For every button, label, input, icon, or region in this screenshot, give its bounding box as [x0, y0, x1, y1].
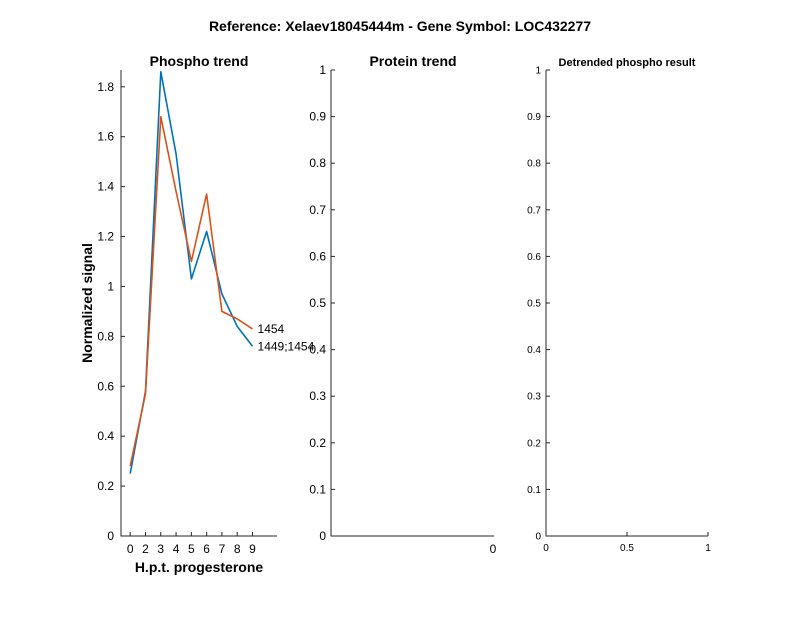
protein-y-tick-label: 0.2 — [309, 436, 326, 450]
protein-y-tick-label: 0 — [319, 529, 326, 543]
phospho-y-tick-label: 1.6 — [97, 130, 114, 144]
detrended-y-tick-label: 0.2 — [527, 438, 541, 449]
phospho-y-tick-label: 0 — [107, 529, 114, 543]
protein-y-tick-label: 0.8 — [309, 156, 326, 170]
phospho-x-tick-label: 3 — [157, 542, 164, 556]
detrended-y-tick-label: 0.4 — [527, 345, 541, 356]
protein-y-ticks: 0 0.1 0.2 0.3 0.4 0.5 0.6 0.7 0.8 0.9 1 — [309, 63, 335, 543]
protein-trend-axes — [330, 70, 494, 537]
phospho-series-lines — [129, 71, 254, 474]
protein-y-tick-label: 0.9 — [309, 110, 326, 124]
detrended-phospho-panel: Detrended phospho result 0 0.1 0.2 0.3 0.4 0.… — [527, 57, 711, 554]
phospho-y-tick-label: 0.2 — [97, 479, 114, 493]
phospho-x-tick-label: 9 — [249, 542, 256, 556]
detrended-phospho-axes — [545, 70, 708, 537]
phospho-x-tick-label: 8 — [234, 542, 241, 556]
detrended-y-tick-label: 1 — [535, 66, 541, 77]
phospho-series-line-2 — [129, 115, 253, 467]
protein-y-tick-label: 0.3 — [309, 389, 326, 403]
protein-y-tick-label: 0.4 — [309, 343, 326, 357]
detrended-y-tick-label: 0.7 — [527, 205, 541, 216]
phospho-series-label-2: 1454 — [258, 322, 285, 336]
phospho-y-tick-label: 1.4 — [97, 180, 114, 194]
detrended-y-tick-label: 0.5 — [527, 299, 541, 310]
detrended-y-tick-label: 0.8 — [527, 159, 541, 170]
figure-suptitle: Reference: Xelaev18045444m - Gene Symbol… — [209, 18, 591, 34]
detrended-y-tick-label: 0.3 — [527, 392, 541, 403]
phospho-y-tick-label: 0.4 — [97, 429, 114, 443]
detrended-x-ticks: 0 0.5 1 — [543, 532, 711, 554]
phospho-series-labels: 1449;1454 1454 — [258, 322, 315, 353]
phospho-y-tick-label: 0.6 — [97, 379, 114, 393]
protein-trend-title: Protein trend — [369, 53, 456, 69]
protein-x-ticks: 0 — [490, 542, 497, 556]
phospho-series-label-1: 1449;1454 — [258, 339, 315, 353]
phospho-x-tick-label: 7 — [219, 542, 226, 556]
detrended-x-tick-label: 0 — [543, 543, 549, 554]
phospho-y-tick-label: 0.8 — [97, 329, 114, 343]
detrended-y-tick-label: 0 — [535, 532, 541, 543]
protein-y-tick-label: 0.6 — [309, 249, 326, 263]
phospho-trend-title: Phospho trend — [150, 53, 249, 69]
phospho-y-tick-label: 1 — [107, 279, 114, 293]
protein-x-tick-label: 0 — [490, 542, 497, 556]
phospho-y-axis-label: Normalized signal — [79, 243, 95, 363]
phospho-x-axis-label: H.p.t. progesterone — [135, 559, 264, 575]
phospho-series-line-1 — [129, 71, 254, 474]
detrended-x-tick-label: 0.5 — [620, 543, 634, 554]
phospho-trend-axes — [120, 70, 277, 537]
phospho-trend-panel: Phospho trend 0 0.2 0.4 0.6 0.8 1 1.2 1.4 1.6 1.8… — [79, 53, 315, 575]
protein-y-tick-label: 0.1 — [309, 482, 326, 496]
protein-y-tick-label: 1 — [319, 63, 326, 77]
detrended-y-tick-label: 0.6 — [527, 252, 541, 263]
phospho-y-tick-label: 1.8 — [97, 80, 114, 94]
detrended-y-ticks: 0 0.1 0.2 0.3 0.4 0.5 0.6 0.7 0.8 0.9 1 — [527, 66, 550, 543]
phospho-x-tick-label: 0 — [127, 542, 134, 556]
detrended-phospho-title: Detrended phospho result — [559, 57, 696, 69]
protein-y-tick-label: 0.5 — [309, 296, 326, 310]
detrended-y-tick-label: 0.1 — [527, 485, 541, 496]
phospho-y-tick-label: 1.2 — [97, 230, 114, 244]
phospho-x-tick-label: 2 — [142, 542, 149, 556]
detrended-y-tick-label: 0.9 — [527, 112, 541, 123]
protein-y-tick-label: 0.7 — [309, 203, 326, 217]
phospho-y-ticks: 0 0.2 0.4 0.6 0.8 1 1.2 1.4 1.6 1.8 — [97, 80, 125, 543]
phospho-x-tick-label: 5 — [188, 542, 195, 556]
phospho-x-tick-label: 6 — [203, 542, 210, 556]
detrended-x-tick-label: 1 — [705, 543, 711, 554]
phospho-x-tick-label: 4 — [173, 542, 180, 556]
protein-trend-panel: Protein trend 00.10.20.30.40.50.60.70.80… — [309, 53, 496, 556]
